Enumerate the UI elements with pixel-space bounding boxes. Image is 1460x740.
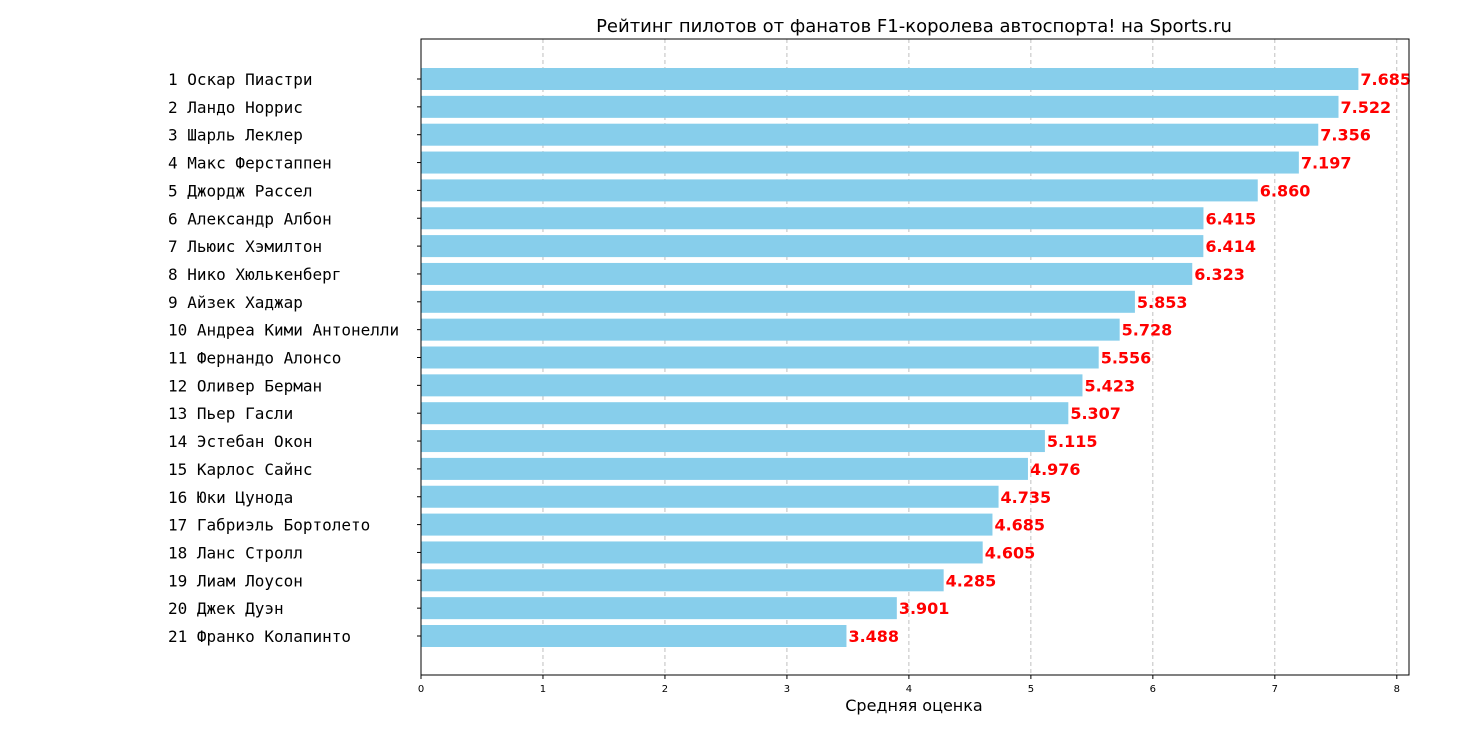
bar (421, 457, 1028, 480)
category-label: 14 Эстебан Окон (168, 432, 313, 451)
category-label: 20 Джек Дуэн (168, 599, 284, 618)
value-label: 7.522 (1340, 98, 1391, 117)
category-label: 12 Оливер Берман (168, 376, 322, 395)
category-label: 4 Макс Ферстаппен (168, 154, 332, 173)
value-label: 6.415 (1205, 209, 1256, 228)
value-label: 6.323 (1194, 265, 1245, 284)
plot-frame (420, 38, 1410, 676)
value-label: 4.685 (994, 516, 1045, 535)
bar (421, 318, 1120, 341)
x-tick-label: 6 (1150, 684, 1156, 695)
value-label: 5.307 (1070, 404, 1121, 423)
x-tick-label: 5 (1028, 684, 1034, 695)
category-label: 11 Фернандо Алонсо (168, 349, 341, 368)
value-label: 4.976 (1030, 460, 1081, 479)
value-label: 5.423 (1084, 376, 1135, 395)
bar (421, 123, 1319, 146)
bar (421, 290, 1135, 313)
bar (421, 151, 1299, 174)
x-axis-label: Средняя оценка (845, 696, 982, 715)
bar (421, 625, 847, 647)
bar (421, 235, 1204, 258)
value-label: 5.728 (1122, 321, 1173, 340)
value-label: 4.285 (946, 571, 997, 590)
category-label: 5 Джордж Рассел (168, 181, 313, 200)
category-label: 16 Юки Цунода (168, 488, 293, 507)
value-label: 6.860 (1260, 181, 1311, 200)
value-label: 7.356 (1320, 126, 1371, 145)
value-label: 5.115 (1047, 432, 1098, 451)
category-label: 6 Александр Албон (168, 209, 332, 228)
value-label: 7.685 (1360, 70, 1411, 89)
x-tick-label: 1 (540, 684, 546, 695)
bar (421, 569, 944, 592)
category-label: 9 Айзек Хаджар (168, 293, 303, 312)
x-tick-label: 2 (662, 684, 668, 695)
value-label: 3.901 (899, 599, 950, 618)
x-tick-label: 3 (784, 684, 790, 695)
bar (421, 597, 897, 620)
value-label: 4.735 (1001, 488, 1052, 507)
x-tick-label: 0 (418, 684, 424, 695)
bars (421, 68, 1359, 647)
value-label: 7.197 (1301, 154, 1352, 173)
value-label: 4.605 (985, 543, 1036, 562)
bar (421, 68, 1359, 90)
category-label: 1 Оскар Пиастри (168, 70, 313, 89)
bar (421, 207, 1204, 230)
category-labels: 1 Оскар Пиастри 2 Ландо Норрис 3 Шарль Лек… (168, 70, 421, 646)
x-axis-ticks: 0 1 2 3 4 5 6 7 8 (418, 675, 1400, 695)
category-label: 10 Андреа Кими Антонелли (168, 321, 399, 340)
x-tick-label: 8 (1394, 684, 1400, 695)
bar (421, 541, 983, 564)
value-label: 6.414 (1205, 237, 1256, 256)
bar (421, 95, 1339, 118)
category-label: 15 Карлос Сайнс (168, 460, 313, 479)
category-label: 17 Габриэль Бортолето (168, 516, 370, 535)
category-label: 7 Льюис Хэмилтон (168, 237, 322, 256)
value-label: 5.853 (1137, 293, 1188, 312)
x-tick-label: 4 (906, 684, 912, 695)
category-label: 8 Нико Хюлькенберг (168, 265, 341, 284)
bar (421, 346, 1099, 369)
category-label: 19 Лиам Лоусон (168, 571, 303, 590)
bar (421, 179, 1258, 202)
category-label: 18 Ланс Стролл (168, 543, 303, 562)
category-label: 21 Франко Колапинто (168, 627, 351, 646)
bar (421, 374, 1083, 397)
x-tick-label: 7 (1272, 684, 1278, 695)
value-label: 5.556 (1101, 349, 1152, 368)
category-label: 2 Ландо Норрис (168, 98, 303, 117)
bar (421, 430, 1045, 453)
bar (421, 513, 993, 536)
value-label: 3.488 (848, 627, 899, 646)
bar (421, 485, 999, 508)
category-label: 13 Пьер Гасли (168, 404, 293, 423)
bar (421, 262, 1193, 285)
category-label: 3 Шарль Леклер (168, 126, 303, 145)
bar (421, 402, 1069, 425)
chart-title: Рейтинг пилотов от фанатов F1-королева а… (596, 16, 1232, 37)
